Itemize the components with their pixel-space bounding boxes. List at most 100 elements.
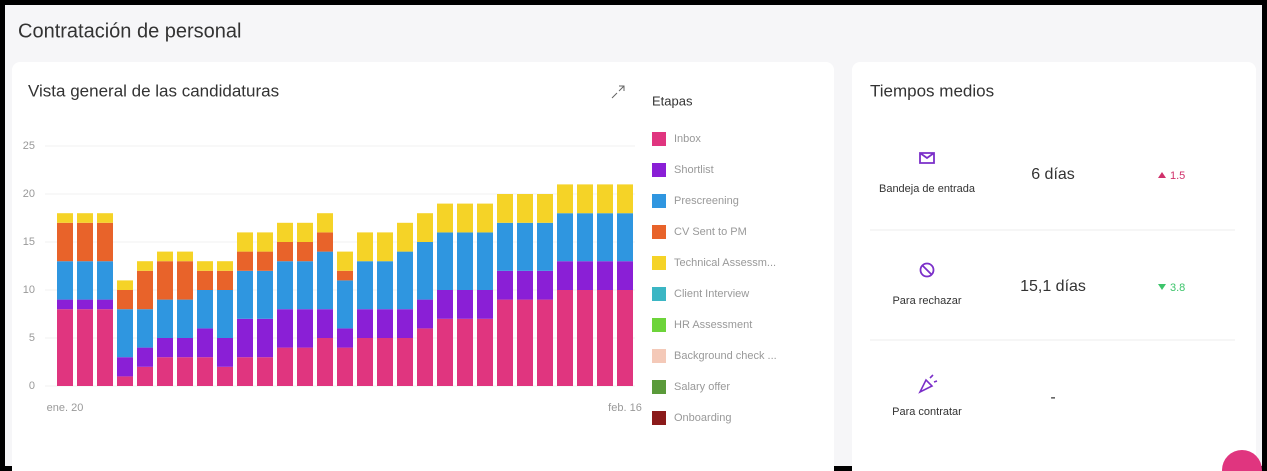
bar-segment: [617, 184, 633, 214]
bar-segment: [417, 328, 433, 386]
bar-segment: [437, 232, 453, 290]
bar-segment: [377, 261, 393, 310]
bar-segment: [97, 261, 113, 300]
legend-swatch: [652, 132, 666, 146]
bar-segment: [397, 251, 413, 310]
trend-value: 1.5: [1170, 170, 1185, 182]
bar-segment: [57, 261, 73, 300]
bar-segment: [137, 347, 153, 367]
bar-segment: [377, 232, 393, 262]
trend-arrow: [1158, 172, 1166, 178]
bar-segment: [477, 318, 493, 386]
bar-segment: [397, 222, 413, 252]
legend-label: Client Interview: [674, 288, 749, 300]
legend-title: Etapas: [652, 93, 693, 108]
bar-segment: [597, 290, 613, 386]
bar-segment: [557, 290, 573, 386]
bar-segment: [97, 222, 113, 262]
legend-label: Prescreening: [674, 195, 739, 207]
bar-segment: [237, 251, 253, 271]
bar-segment: [317, 338, 333, 386]
bar-segment: [217, 366, 233, 386]
reject-icon: [919, 262, 935, 278]
bar-segment: [317, 251, 333, 310]
bar-segment: [397, 309, 413, 338]
legend-label: Shortlist: [674, 164, 714, 176]
bar-segment: [277, 242, 293, 262]
hire-icon: [918, 374, 938, 394]
bar-segment: [317, 232, 333, 252]
y-tick-label: 0: [29, 380, 35, 392]
bar-segment: [537, 270, 553, 300]
bar-segment: [117, 357, 133, 377]
bar-segment: [577, 184, 593, 214]
bar-segment: [337, 328, 353, 348]
bar-segment: [297, 242, 313, 262]
legend-label: CV Sent to PM: [674, 226, 747, 238]
legend-label: Inbox: [674, 133, 701, 145]
bar-segment: [357, 309, 373, 338]
bar-segment: [497, 270, 513, 300]
inbox-icon: [919, 152, 935, 164]
bar-segment: [217, 261, 233, 271]
bar-segment: [517, 270, 533, 300]
bar-segment: [317, 309, 333, 338]
bar-segment: [517, 194, 533, 223]
bar-segment: [237, 357, 253, 386]
trend-arrow: [1158, 284, 1166, 290]
averages-title: Tiempos medios: [870, 81, 994, 100]
bar-segment: [397, 338, 413, 386]
bar-segment: [557, 213, 573, 262]
bar-segment: [557, 261, 573, 290]
legend-swatch: [652, 318, 666, 332]
bar-segment: [537, 194, 553, 223]
bar-segment: [257, 270, 273, 319]
bar-segment: [157, 261, 173, 300]
bar-segment: [77, 222, 93, 262]
bar-segment: [557, 184, 573, 214]
bar-segment: [477, 290, 493, 319]
bar-segment: [197, 290, 213, 329]
legend-swatch: [652, 194, 666, 208]
bar-segment: [257, 318, 273, 358]
bar-segment: [417, 242, 433, 300]
bar-segment: [157, 251, 173, 262]
bar-segment: [137, 261, 153, 271]
bar-segment: [297, 261, 313, 310]
bar-segment: [57, 299, 73, 310]
bar-segment: [617, 261, 633, 290]
legend-swatch: [652, 163, 666, 177]
bar-segment: [257, 251, 273, 271]
legend-swatch: [652, 225, 666, 239]
bar-segment: [57, 309, 73, 386]
bar-segment: [217, 338, 233, 367]
chart-title: Vista general de las candidaturas: [28, 81, 279, 100]
bar-segment: [257, 357, 273, 386]
legend-swatch: [652, 287, 666, 301]
y-tick-label: 20: [23, 188, 35, 200]
bar-segment: [277, 261, 293, 310]
bar-segment: [237, 318, 253, 358]
bar-segment: [57, 213, 73, 223]
bar-segment: [497, 194, 513, 223]
bar-segment: [297, 309, 313, 348]
bar-segment: [97, 299, 113, 310]
bar-segment: [177, 338, 193, 358]
bar-segment: [197, 270, 213, 290]
bar-segment: [117, 309, 133, 358]
help-button[interactable]: [1222, 450, 1262, 471]
bar-segment: [197, 261, 213, 271]
bar-segment: [357, 232, 373, 262]
bar-segment: [117, 376, 133, 386]
bar-segment: [217, 290, 233, 338]
trend-value: 3.8: [1170, 282, 1185, 294]
bar-segment: [337, 280, 353, 329]
bar-segment: [537, 222, 553, 271]
expand-icon[interactable]: [611, 85, 625, 99]
bar-segment: [77, 261, 93, 300]
bar-segment: [137, 270, 153, 310]
row-label: Bandeja de entrada: [879, 183, 976, 195]
bar-segment: [417, 213, 433, 242]
bar-segment: [357, 338, 373, 386]
